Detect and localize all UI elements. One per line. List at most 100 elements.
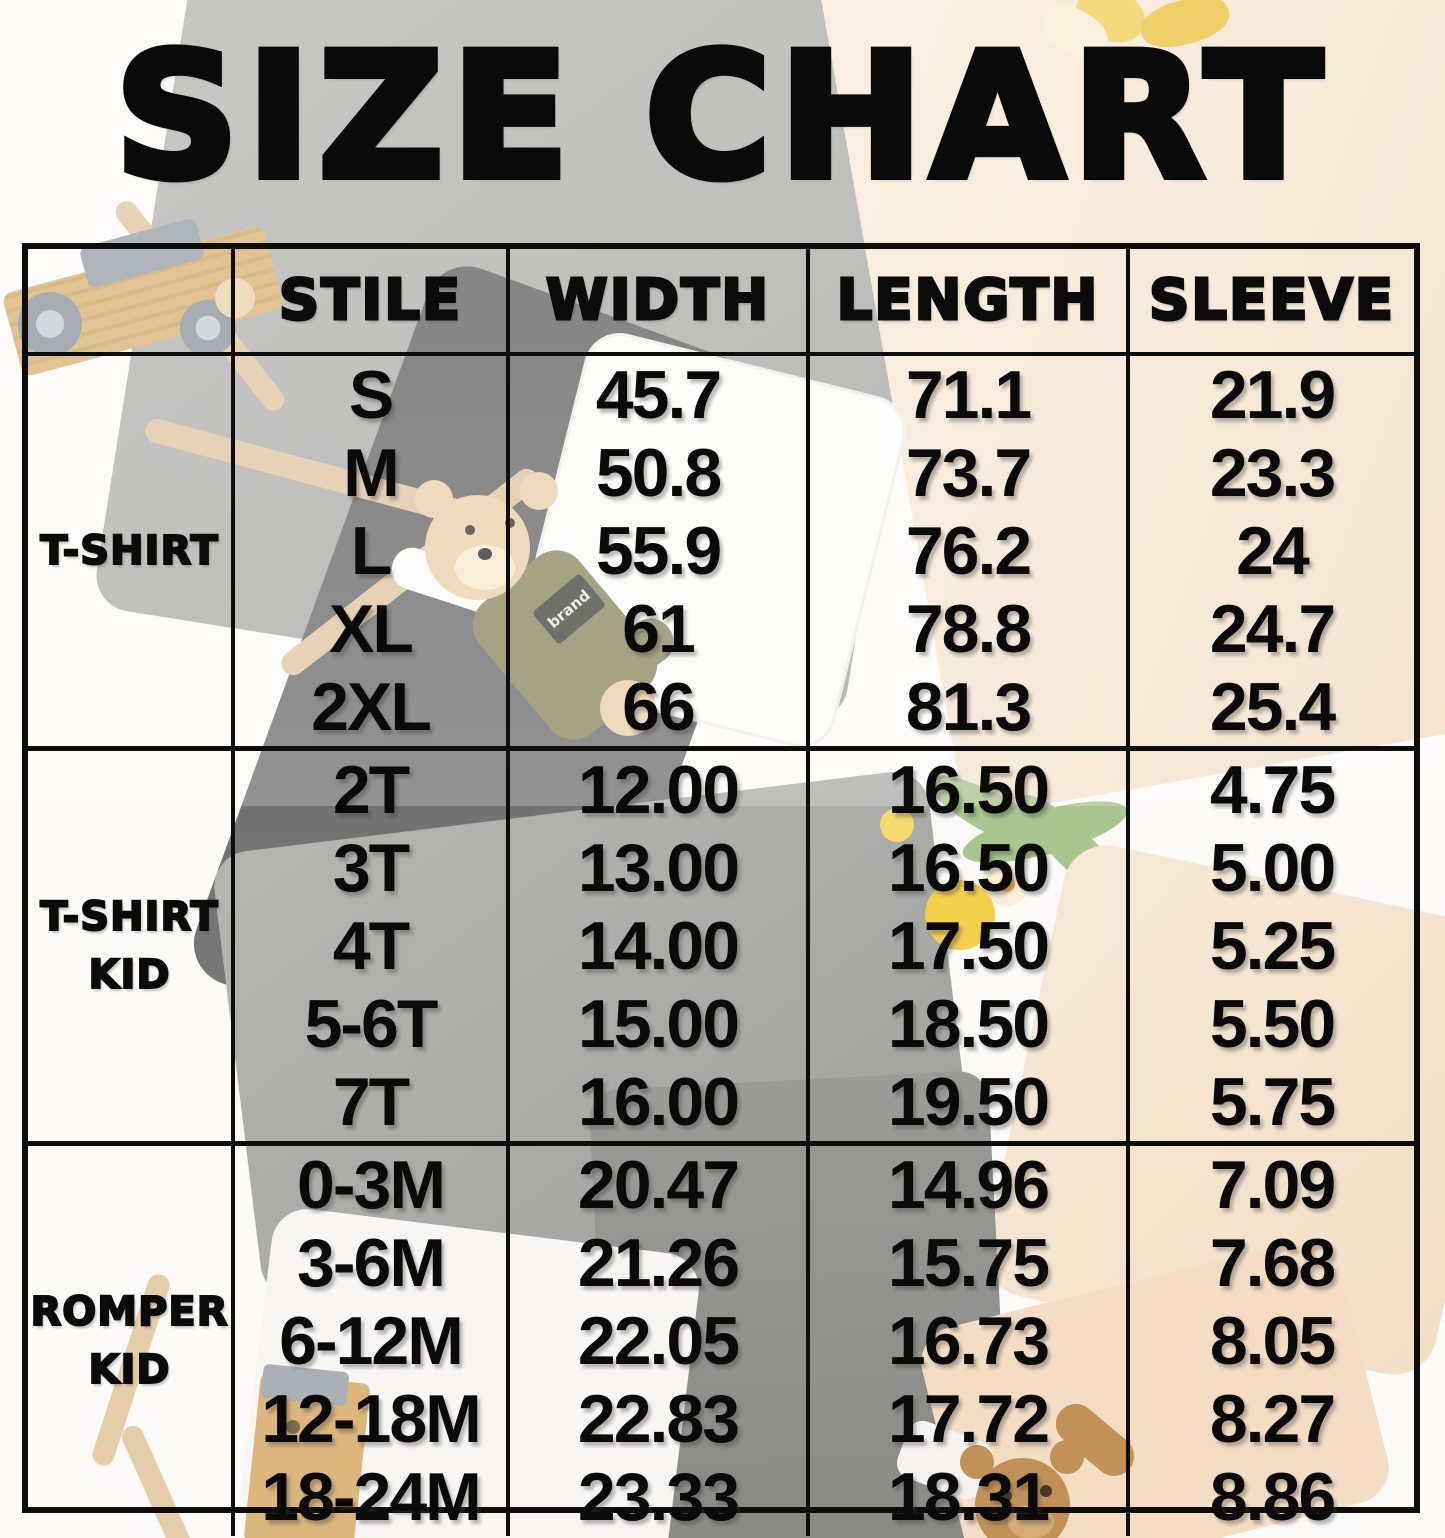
length-value: 16.73 xyxy=(887,1303,1050,1379)
width-value: 45.7 xyxy=(595,357,722,433)
size-cell: S xyxy=(235,356,506,434)
size-value: S xyxy=(348,357,394,433)
sleeve-value: 23.3 xyxy=(1209,435,1336,511)
width-cell: 16.00 xyxy=(510,1063,806,1141)
length-value: 15.75 xyxy=(887,1225,1050,1301)
size-cell: 3-6M xyxy=(235,1224,506,1302)
sleeve-cell: 24.7 xyxy=(1130,590,1414,668)
length-value: 76.2 xyxy=(905,513,1032,589)
column-header-sleeve: SLEEVE xyxy=(1130,249,1414,356)
width-value: 15.00 xyxy=(577,986,740,1062)
width-cell: 55.9 xyxy=(510,512,806,590)
length-value: 16.50 xyxy=(887,752,1050,828)
length-cell: 17.50 xyxy=(810,907,1126,985)
width-value: 66 xyxy=(622,669,696,745)
width-column: 45.7 50.8 55.9 61 66 xyxy=(510,356,810,746)
size-cell: XL xyxy=(235,590,506,668)
sleeve-value: 5.25 xyxy=(1209,908,1336,984)
sleeve-value: 21.9 xyxy=(1209,357,1336,433)
row-group-label-line: ROMPER xyxy=(29,1288,229,1336)
size-cell: 5-6T xyxy=(235,985,506,1063)
sleeve-cell: 7.68 xyxy=(1130,1224,1414,1302)
bottom-teddy-ear xyxy=(1050,1440,1084,1474)
width-cell: 23.33 xyxy=(510,1458,806,1536)
sleeve-column: 7.09 7.68 8.05 8.27 8.86 xyxy=(1130,1146,1414,1536)
sleeve-cell: 4.75 xyxy=(1130,751,1414,829)
size-column: 2T 3T 4T 5-6T 7T xyxy=(235,751,510,1141)
size-value: L xyxy=(350,513,393,589)
teddy-bear-nose xyxy=(478,548,492,560)
length-value: 18.31 xyxy=(887,1459,1050,1535)
size-cell: 2T xyxy=(235,751,506,829)
size-value: 2T xyxy=(332,752,410,828)
width-value: 50.8 xyxy=(595,435,722,511)
size-column: 0-3M 3-6M 6-12M 12-18M 18-24M xyxy=(235,1146,510,1536)
width-value: 21.26 xyxy=(577,1225,740,1301)
column-header-stile: STILE xyxy=(235,249,510,356)
size-value: 4T xyxy=(332,908,410,984)
teddy-bear-ear xyxy=(520,472,558,510)
length-cell: 78.8 xyxy=(810,590,1126,668)
row-group-t-shirt-kid: T-SHIRT KID 2T 3T 4T 5-6T 7T 12.00 13.00 14.00 15.… xyxy=(28,746,1414,1141)
size-value: 3T xyxy=(332,830,410,906)
sleeve-cell: 5.00 xyxy=(1130,829,1414,907)
sleeve-value: 25.4 xyxy=(1209,669,1336,745)
length-value: 19.50 xyxy=(887,1064,1050,1140)
length-cell: 73.7 xyxy=(810,434,1126,512)
length-cell: 71.1 xyxy=(810,356,1126,434)
wooden-toy-hole xyxy=(286,1420,300,1434)
row-group-label-line: KID xyxy=(87,1346,171,1394)
sleeve-cell: 8.27 xyxy=(1130,1380,1414,1458)
length-cell: 15.75 xyxy=(810,1224,1126,1302)
length-cell: 18.50 xyxy=(810,985,1126,1063)
size-cell: 18-24M xyxy=(235,1458,506,1536)
sleeve-cell: 5.25 xyxy=(1130,907,1414,985)
width-cell: 15.00 xyxy=(510,985,806,1063)
width-value: 13.00 xyxy=(577,830,740,906)
size-cell: 2XL xyxy=(235,668,506,746)
width-cell: 66 xyxy=(510,668,806,746)
sleeve-cell: 5.75 xyxy=(1130,1063,1414,1141)
width-cell: 20.47 xyxy=(510,1146,806,1224)
sleeve-value: 5.00 xyxy=(1209,830,1336,906)
sleeve-cell: 5.50 xyxy=(1130,985,1414,1063)
sleeve-cell: 21.9 xyxy=(1130,356,1414,434)
sleeve-cell: 23.3 xyxy=(1130,434,1414,512)
sleeve-value: 5.75 xyxy=(1209,1064,1336,1140)
row-group-label-line: KID xyxy=(87,951,171,999)
size-value: 5-6T xyxy=(304,986,439,1062)
length-cell: 17.72 xyxy=(810,1380,1126,1458)
size-cell: 7T xyxy=(235,1063,506,1141)
row-group-label: T-SHIRT xyxy=(28,356,235,746)
size-cell: 6-12M xyxy=(235,1302,506,1380)
sleeve-cell: 8.05 xyxy=(1130,1302,1414,1380)
width-cell: 61 xyxy=(510,590,806,668)
length-column: 16.50 16.50 17.50 18.50 19.50 xyxy=(810,751,1130,1141)
sleeve-value: 24.7 xyxy=(1209,591,1336,667)
length-value: 17.72 xyxy=(887,1381,1050,1457)
yellow-tulip xyxy=(925,880,995,950)
length-column: 14.96 15.75 16.73 17.72 18.31 xyxy=(810,1146,1130,1536)
size-cell: 12-18M xyxy=(235,1380,506,1458)
length-value: 18.50 xyxy=(887,986,1050,1062)
sleeve-cell: 7.09 xyxy=(1130,1146,1414,1224)
size-value: XL xyxy=(329,591,414,667)
width-column: 12.00 13.00 14.00 15.00 16.00 xyxy=(510,751,810,1141)
toy-knob xyxy=(215,278,255,318)
sleeve-cell: 25.4 xyxy=(1130,668,1414,746)
row-group-t-shirt: T-SHIRT S M L XL 2XL 45.7 50.8 55.9 61 66 71.1 73.7 7… xyxy=(28,356,1414,746)
white-wash-overlay xyxy=(0,0,1445,806)
column-header-blank xyxy=(28,249,235,356)
length-value: 81.3 xyxy=(905,669,1032,745)
sleeve-value: 24 xyxy=(1236,513,1310,589)
length-value: 73.7 xyxy=(905,435,1032,511)
width-value: 22.83 xyxy=(577,1381,740,1457)
page-title: SIZE CHART xyxy=(111,16,1331,217)
size-cell: M xyxy=(235,434,506,512)
size-value: 18-24M xyxy=(261,1459,482,1535)
row-group-label-line: T-SHIRT xyxy=(39,893,219,941)
width-value: 23.33 xyxy=(577,1459,740,1535)
sleeve-value: 7.68 xyxy=(1209,1225,1336,1301)
toy-wheel xyxy=(18,292,82,356)
